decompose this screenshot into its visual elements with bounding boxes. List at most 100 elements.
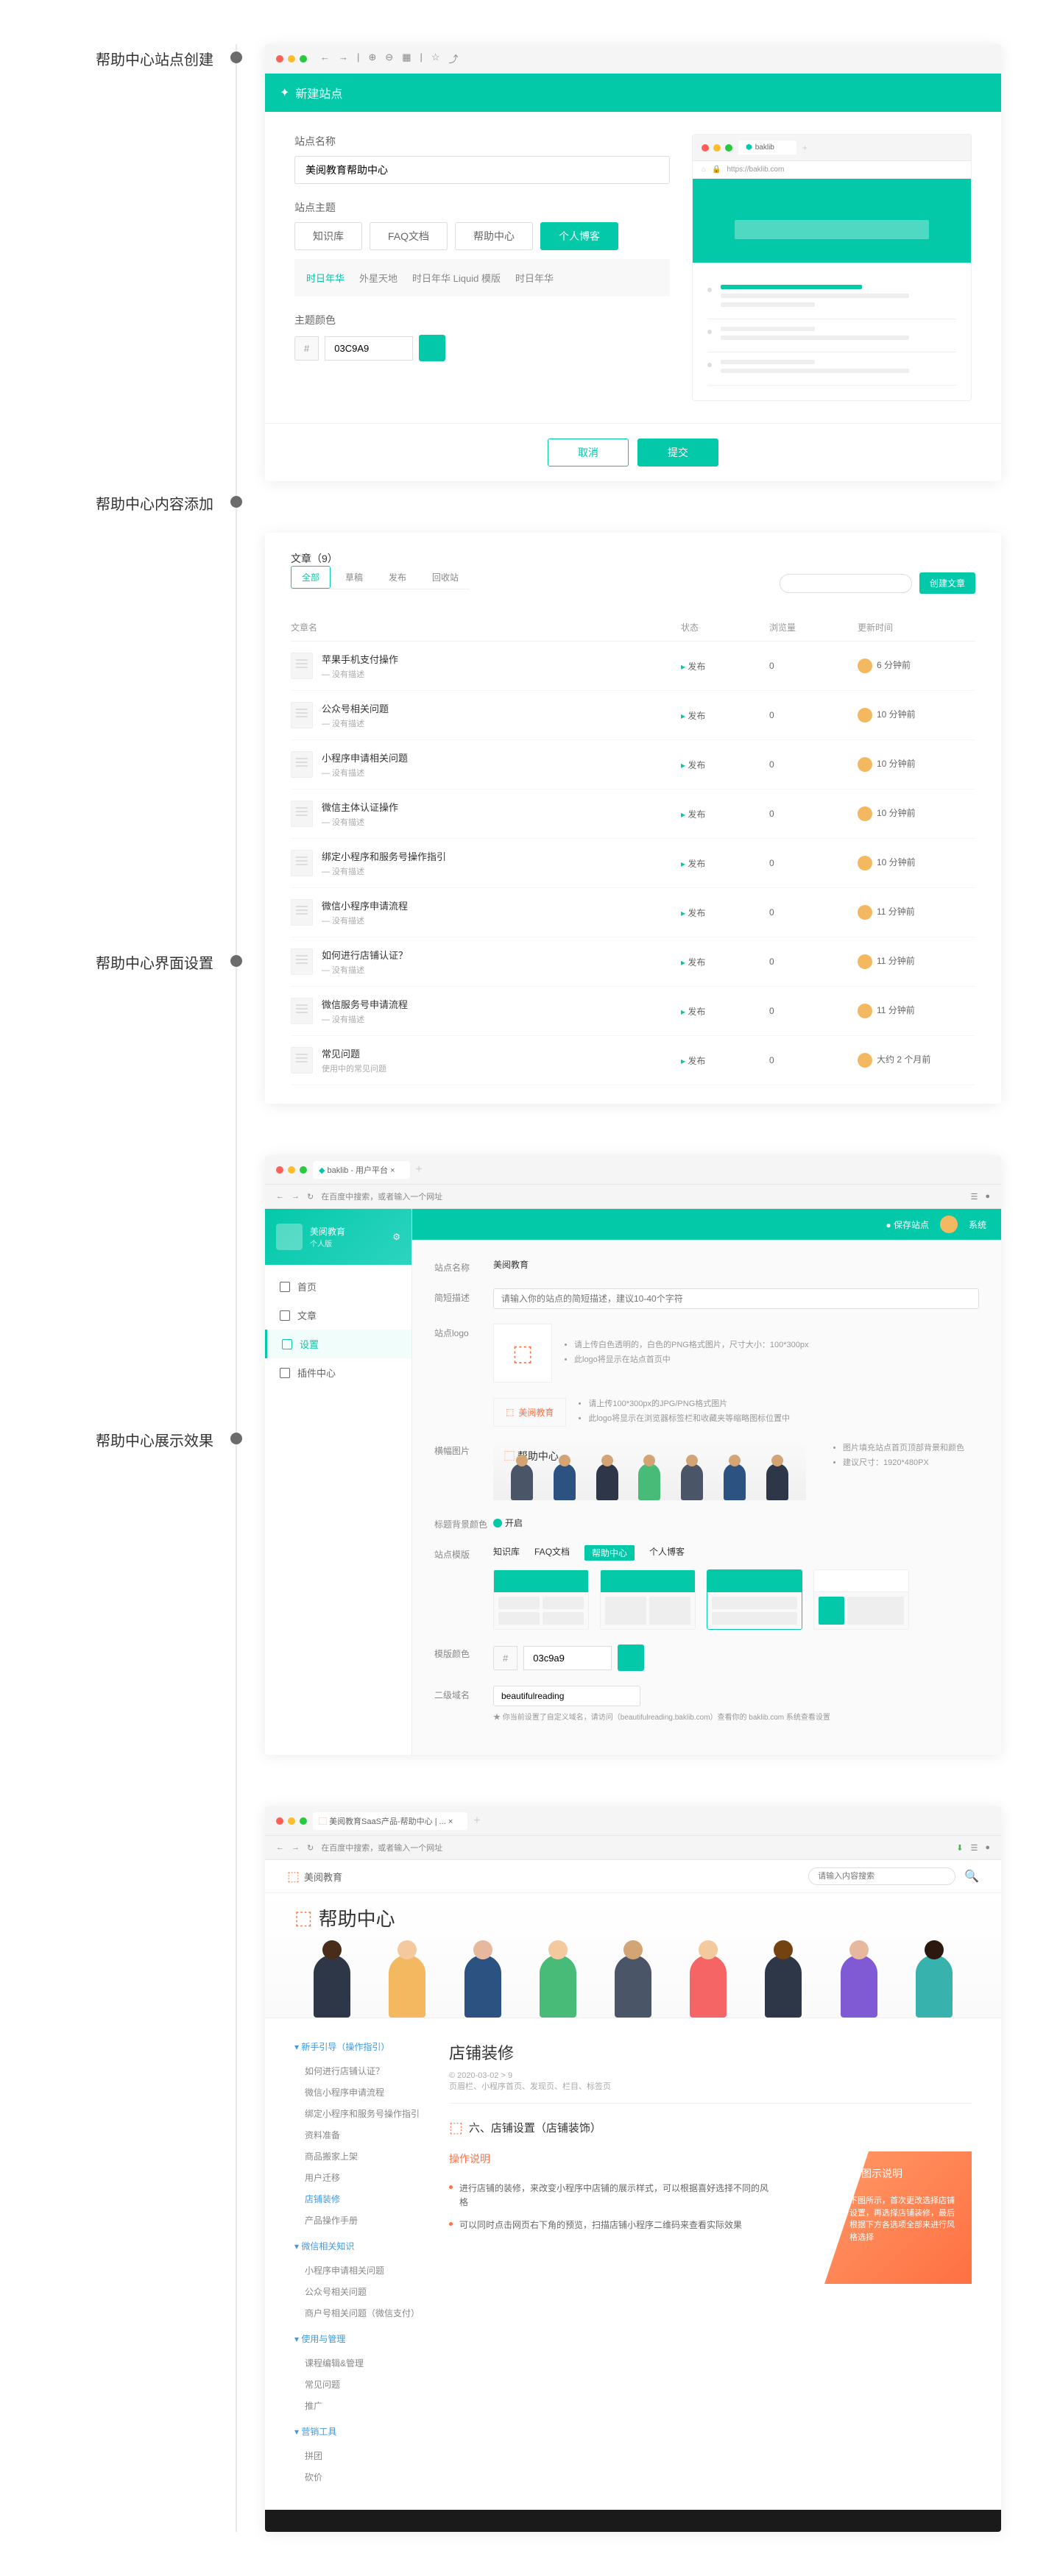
- filter-published[interactable]: 发布: [378, 566, 417, 589]
- table-row[interactable]: 公众号相关问题— 没有描述发布010 分钟前: [291, 691, 975, 740]
- site-search[interactable]: [808, 1867, 955, 1885]
- side-group-4[interactable]: 营销工具: [294, 2425, 427, 2438]
- nav-settings[interactable]: 设置: [265, 1330, 411, 1358]
- step-4-label: 帮助中心展示效果: [59, 1429, 236, 1450]
- th-name: 文章名: [291, 621, 681, 634]
- side-group-1[interactable]: 新手引导（操作指引）: [294, 2040, 427, 2053]
- site-name-input[interactable]: [294, 156, 670, 184]
- table-row[interactable]: 微信主体认证操作— 没有描述发布010 分钟前: [291, 790, 975, 839]
- theme-opt-help[interactable]: 帮助中心: [584, 1545, 635, 1561]
- logo-preview: ⬚ 美阅教育: [493, 1398, 566, 1427]
- search-icon[interactable]: 🔍: [964, 1869, 979, 1884]
- side-item[interactable]: 如何进行店铺认证？: [294, 2060, 427, 2082]
- filter-all[interactable]: 全部: [291, 566, 331, 589]
- theme-opt-faq[interactable]: FAQ文档: [534, 1545, 570, 1561]
- banner-upload[interactable]: ⬚ 帮助中心: [493, 1441, 806, 1500]
- theme-tab-blog[interactable]: 个人博客: [540, 222, 618, 250]
- avatar: [858, 905, 872, 920]
- side-group-3[interactable]: 使用与管理: [294, 2332, 427, 2345]
- panel-header: ✦新建站点: [265, 74, 1001, 112]
- nav-articles[interactable]: 文章: [265, 1301, 411, 1330]
- side-item[interactable]: 资料准备: [294, 2124, 427, 2146]
- create-article-button[interactable]: 创建文章: [919, 572, 975, 594]
- browser-tab[interactable]: ◆ baklib - 用户平台 ×: [313, 1161, 410, 1179]
- color-swatch[interactable]: [419, 335, 445, 361]
- search-input[interactable]: [780, 574, 912, 593]
- side-item[interactable]: 拼团: [294, 2445, 427, 2466]
- hero-banner: ⬚帮助中心: [265, 1893, 1001, 2018]
- panel-article-list: 文章（9） 全部 草稿 发布 回收站 创建文章 文章名 状态: [265, 533, 1001, 1104]
- theme-card-3[interactable]: [707, 1569, 802, 1630]
- theme-tab-help[interactable]: 帮助中心: [455, 222, 533, 250]
- diagram-box: 图示说明 下图所示，首次更改选择店铺设置，再选择店铺装修，最后根据下方各选项全部…: [824, 2151, 972, 2284]
- side-item[interactable]: 商品搬家上架: [294, 2146, 427, 2167]
- subtab-1[interactable]: 时日年华: [306, 271, 344, 285]
- side-item[interactable]: 小程序申请相关问题: [294, 2260, 427, 2281]
- theme-tab-kb[interactable]: 知识库: [294, 222, 362, 250]
- side-item[interactable]: 商户号相关问题（微信支付）: [294, 2302, 427, 2324]
- section-heading: ⬚六、店铺设置（店铺装饰）: [449, 2118, 972, 2137]
- theme-color-label: 主题颜色: [294, 313, 670, 327]
- sidebar-user[interactable]: 美阅教育个人版 ⚙: [265, 1209, 411, 1265]
- color-input[interactable]: [325, 336, 413, 361]
- theme-card-2[interactable]: [600, 1569, 696, 1630]
- side-group-2[interactable]: 微信相关知识: [294, 2240, 427, 2252]
- table-row[interactable]: 绑定小程序和服务号操作指引— 没有描述发布010 分钟前: [291, 839, 975, 888]
- avatar: [858, 708, 872, 723]
- domain-input[interactable]: [493, 1686, 640, 1706]
- side-item[interactable]: 用户迁移: [294, 2167, 427, 2188]
- submit-button[interactable]: 提交: [637, 439, 718, 466]
- theme-color-input[interactable]: [523, 1646, 612, 1670]
- desc-input[interactable]: [493, 1288, 979, 1309]
- step-3-label: 帮助中心界面设置: [59, 951, 236, 973]
- table-row[interactable]: 微信小程序申请流程— 没有描述发布011 分钟前: [291, 888, 975, 937]
- theme-card-1[interactable]: [493, 1569, 589, 1630]
- theme-color-swatch[interactable]: [618, 1644, 644, 1671]
- subtab-3[interactable]: 时日年华 Liquid 模版: [412, 271, 501, 285]
- avatar: [858, 806, 872, 821]
- th-views: 浏览量: [769, 621, 858, 634]
- filter-trash[interactable]: 回收站: [421, 566, 470, 589]
- color-prefix: #: [294, 336, 319, 361]
- subtab-2[interactable]: 外星天地: [359, 271, 398, 285]
- subtab-4[interactable]: 时日年华: [515, 271, 554, 285]
- side-item[interactable]: 公众号相关问题: [294, 2281, 427, 2302]
- table-row[interactable]: 苹果手机支付操作— 没有描述发布06 分钟前: [291, 642, 975, 691]
- setting-name: 美阅教育: [493, 1258, 979, 1274]
- table-row[interactable]: 如何进行店铺认证？— 没有描述发布011 分钟前: [291, 937, 975, 987]
- table-row[interactable]: 小程序申请相关问题— 没有描述发布010 分钟前: [291, 740, 975, 790]
- side-item[interactable]: 产品操作手册: [294, 2210, 427, 2231]
- nav-home[interactable]: 首页: [265, 1272, 411, 1301]
- side-item[interactable]: 砍价: [294, 2466, 427, 2488]
- theme-opt-blog[interactable]: 个人博客: [649, 1545, 685, 1561]
- nav-plugins[interactable]: 插件中心: [265, 1358, 411, 1387]
- table-row[interactable]: 微信服务号申请流程— 没有描述发布011 分钟前: [291, 987, 975, 1036]
- avatar: [858, 659, 872, 673]
- logo-upload[interactable]: ⬚: [493, 1324, 552, 1383]
- th-status: 状态: [681, 621, 769, 634]
- theme-opt-kb[interactable]: 知识库: [493, 1545, 520, 1561]
- browser-tab[interactable]: ⬚ 美阅教育SaaS产品-帮助中心 | ... ×: [313, 1812, 467, 1830]
- theme-card-4[interactable]: [813, 1569, 909, 1630]
- user-avatar[interactable]: [940, 1216, 958, 1233]
- step-2-label: 帮助中心内容添加: [59, 492, 236, 514]
- filter-draft[interactable]: 草稿: [334, 566, 374, 589]
- doc-icon: [291, 801, 313, 827]
- th-time: 更新时间: [858, 621, 975, 634]
- side-item[interactable]: 推广: [294, 2395, 427, 2416]
- side-item[interactable]: 常见问题: [294, 2374, 427, 2395]
- site-theme-label: 站点主题: [294, 200, 670, 215]
- side-item[interactable]: 店铺装修: [294, 2188, 427, 2210]
- col-item: 可以同时点击网页右下角的预览，扫描店铺小程序二维码来查看实际效果: [449, 2214, 773, 2237]
- table-row[interactable]: 常见问题使用中的常见问题发布0大约 2 个月前: [291, 1036, 975, 1085]
- theme-tab-faq[interactable]: FAQ文档: [370, 222, 448, 250]
- side-item[interactable]: 绑定小程序和服务号操作指引: [294, 2103, 427, 2124]
- col1-title: 操作说明: [449, 2151, 773, 2166]
- site-brand[interactable]: ⬚美阅教育: [287, 1869, 342, 1884]
- side-item[interactable]: 微信小程序申请流程: [294, 2082, 427, 2103]
- doc-icon: [291, 751, 313, 778]
- side-item[interactable]: 课程编辑&管理: [294, 2352, 427, 2374]
- save-site-button[interactable]: ● 保存站点: [886, 1218, 929, 1231]
- nav-color-on[interactable]: 开启: [493, 1516, 523, 1529]
- cancel-button[interactable]: 取消: [548, 439, 629, 466]
